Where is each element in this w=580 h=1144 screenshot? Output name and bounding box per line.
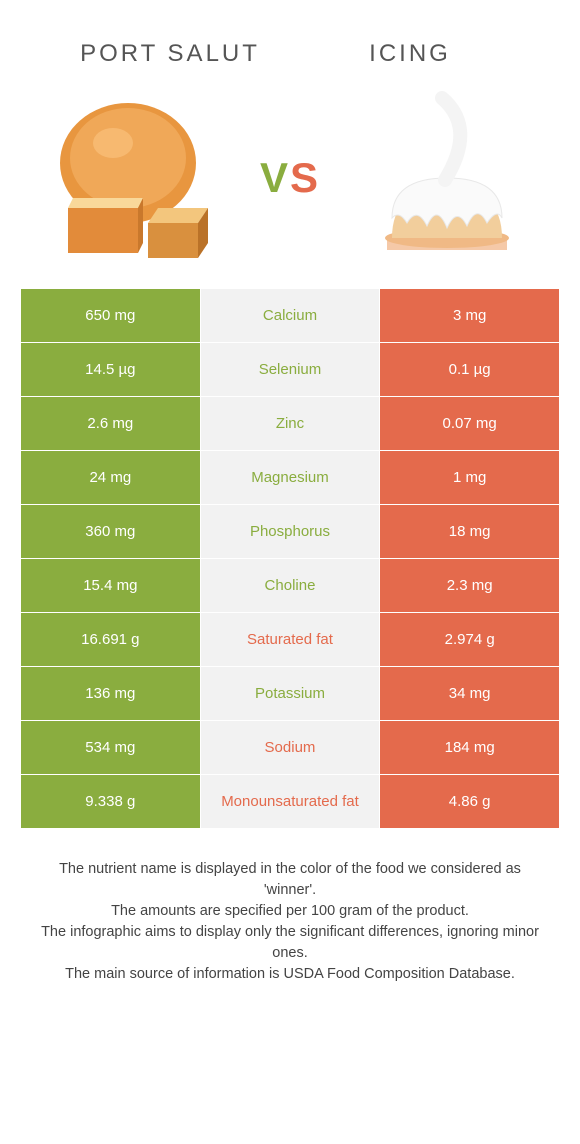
table-row: 15.4 mgCholine2.3 mg xyxy=(21,559,560,613)
footer-line-1: The nutrient name is displayed in the co… xyxy=(40,859,540,901)
nutrient-name: Choline xyxy=(200,559,380,613)
footer-line-2: The amounts are specified per 100 gram o… xyxy=(40,901,540,922)
nutrient-name: Potassium xyxy=(200,667,380,721)
right-value: 184 mg xyxy=(380,721,560,775)
left-value: 9.338 g xyxy=(21,775,201,829)
food-a-title: Port Salut xyxy=(50,40,290,68)
left-value: 2.6 mg xyxy=(21,397,201,451)
table-row: 16.691 gSaturated fat2.974 g xyxy=(21,613,560,667)
footer-line-3: The infographic aims to display only the… xyxy=(40,922,540,964)
left-value: 650 mg xyxy=(21,289,201,343)
right-value: 2.974 g xyxy=(380,613,560,667)
right-value: 3 mg xyxy=(380,289,560,343)
right-value: 34 mg xyxy=(380,667,560,721)
table-row: 9.338 gMonounsaturated fat4.86 g xyxy=(21,775,560,829)
table-row: 534 mgSodium184 mg xyxy=(21,721,560,775)
footer-notes: The nutrient name is displayed in the co… xyxy=(20,829,560,995)
nutrient-name: Sodium xyxy=(200,721,380,775)
food-b-title: Icing xyxy=(290,40,530,68)
vs-s: S xyxy=(290,154,320,201)
vs-label: VS xyxy=(260,154,320,202)
left-value: 15.4 mg xyxy=(21,559,201,613)
right-value: 0.07 mg xyxy=(380,397,560,451)
nutrient-name: Saturated fat xyxy=(200,613,380,667)
food-a-image xyxy=(43,88,223,268)
table-row: 24 mgMagnesium1 mg xyxy=(21,451,560,505)
comparison-table: 650 mgCalcium3 mg14.5 µgSelenium0.1 µg2.… xyxy=(20,288,560,829)
table-row: 136 mgPotassium34 mg xyxy=(21,667,560,721)
vs-v: V xyxy=(260,154,290,201)
right-value: 0.1 µg xyxy=(380,343,560,397)
left-value: 534 mg xyxy=(21,721,201,775)
footer-line-4: The main source of information is USDA F… xyxy=(40,964,540,985)
food-b-image xyxy=(357,88,537,268)
left-value: 16.691 g xyxy=(21,613,201,667)
nutrient-name: Magnesium xyxy=(200,451,380,505)
right-value: 1 mg xyxy=(380,451,560,505)
left-value: 14.5 µg xyxy=(21,343,201,397)
left-value: 360 mg xyxy=(21,505,201,559)
nutrient-name: Zinc xyxy=(200,397,380,451)
nutrient-name: Monounsaturated fat xyxy=(200,775,380,829)
nutrient-name: Calcium xyxy=(200,289,380,343)
left-value: 24 mg xyxy=(21,451,201,505)
images-row: VS xyxy=(20,78,560,288)
left-value: 136 mg xyxy=(21,667,201,721)
nutrient-name: Phosphorus xyxy=(200,505,380,559)
nutrient-name: Selenium xyxy=(200,343,380,397)
right-value: 4.86 g xyxy=(380,775,560,829)
table-row: 14.5 µgSelenium0.1 µg xyxy=(21,343,560,397)
table-row: 2.6 mgZinc0.07 mg xyxy=(21,397,560,451)
header: Port Salut Icing xyxy=(20,20,560,78)
right-value: 2.3 mg xyxy=(380,559,560,613)
table-row: 650 mgCalcium3 mg xyxy=(21,289,560,343)
table-row: 360 mgPhosphorus18 mg xyxy=(21,505,560,559)
right-value: 18 mg xyxy=(380,505,560,559)
